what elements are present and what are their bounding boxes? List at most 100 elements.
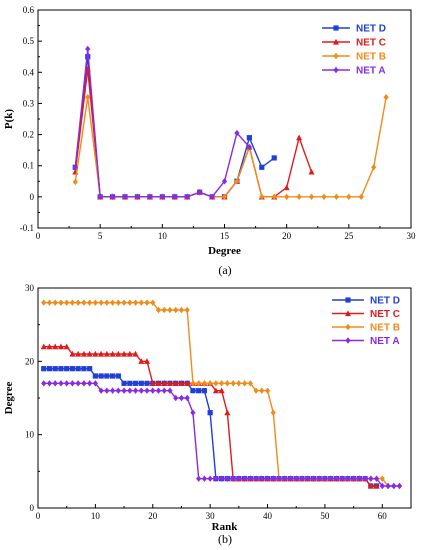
data-point xyxy=(57,343,64,350)
data-point xyxy=(241,475,248,482)
data-point xyxy=(87,380,93,387)
data-point xyxy=(81,366,87,372)
data-point xyxy=(259,193,265,201)
data-point xyxy=(134,193,141,201)
data-point xyxy=(321,193,327,201)
data-point xyxy=(201,388,208,394)
data-point xyxy=(219,380,225,387)
data-point xyxy=(385,482,391,490)
data-point xyxy=(155,306,162,314)
data-point xyxy=(58,299,64,306)
data-point xyxy=(81,380,87,387)
data-point xyxy=(296,134,303,141)
x-tick-label: 20 xyxy=(282,231,292,241)
data-point xyxy=(333,193,339,201)
data-point xyxy=(259,164,265,170)
legend-label: NET A xyxy=(356,66,386,77)
data-point xyxy=(167,306,173,314)
series-net-a xyxy=(41,380,403,490)
data-point xyxy=(190,409,196,416)
y-axis-title: Degree xyxy=(3,381,15,414)
data-point xyxy=(87,299,93,306)
data-point xyxy=(184,380,191,386)
data-point xyxy=(371,164,377,171)
data-point xyxy=(264,475,271,482)
data-point xyxy=(173,306,179,314)
series-net-a xyxy=(72,45,252,201)
data-point xyxy=(236,380,242,387)
data-point xyxy=(126,350,133,357)
data-point xyxy=(201,475,208,482)
data-point xyxy=(52,343,59,350)
data-point xyxy=(104,387,110,394)
x-tick-label: 60 xyxy=(378,511,388,521)
data-point xyxy=(299,475,305,482)
data-point xyxy=(98,299,104,306)
data-point xyxy=(98,387,104,394)
data-point xyxy=(241,380,248,387)
data-point xyxy=(308,193,315,201)
data-point xyxy=(207,410,213,416)
data-point xyxy=(230,475,236,482)
data-point xyxy=(207,475,213,482)
panel-a-caption: (a) xyxy=(218,263,231,277)
data-point xyxy=(127,387,133,394)
data-point xyxy=(115,350,122,357)
data-point xyxy=(184,394,190,402)
data-point xyxy=(72,178,78,186)
legend-swatch-marker xyxy=(333,25,339,31)
series-line xyxy=(43,382,400,487)
x-tick-label: 15 xyxy=(220,231,230,241)
data-point xyxy=(396,482,403,490)
data-point xyxy=(270,409,276,416)
data-point xyxy=(178,306,185,314)
data-point xyxy=(247,475,253,482)
data-point xyxy=(173,394,179,402)
y-axis-title: P(k) xyxy=(3,109,15,130)
data-point xyxy=(85,45,91,53)
data-point xyxy=(308,168,315,175)
y-tick-label: 0 xyxy=(30,192,35,202)
data-point xyxy=(197,188,203,196)
data-point xyxy=(212,387,219,394)
data-point xyxy=(333,475,339,482)
data-point xyxy=(213,380,219,387)
data-point xyxy=(264,387,271,394)
data-point xyxy=(92,380,98,387)
series-net-d xyxy=(72,54,277,200)
data-point xyxy=(144,387,150,394)
data-point xyxy=(155,387,162,394)
legend-swatch-marker xyxy=(333,38,339,45)
data-point xyxy=(322,475,328,482)
data-point xyxy=(296,193,302,201)
data-point xyxy=(196,388,202,394)
data-point xyxy=(339,475,345,482)
data-point xyxy=(122,193,128,201)
data-point xyxy=(234,129,240,137)
data-point xyxy=(144,380,150,386)
y-tick-label: 0.1 xyxy=(23,161,34,171)
data-point xyxy=(69,350,76,357)
y-tick-label: 0.4 xyxy=(23,67,35,77)
data-point xyxy=(224,409,231,416)
data-point xyxy=(46,343,53,350)
data-point xyxy=(328,475,334,482)
data-point xyxy=(64,299,70,306)
data-point xyxy=(391,482,397,490)
data-point xyxy=(345,475,351,482)
x-tick-label: 5 xyxy=(98,231,103,241)
data-point xyxy=(46,366,53,372)
data-point xyxy=(218,387,225,394)
data-point xyxy=(221,178,228,185)
data-point xyxy=(276,475,282,482)
legend-swatch-marker xyxy=(333,52,339,60)
x-tick-label: 50 xyxy=(320,511,330,521)
data-point xyxy=(92,299,98,306)
legend-label: NET D xyxy=(370,296,400,307)
data-point xyxy=(58,366,64,372)
data-point xyxy=(236,475,242,482)
x-tick-label: 0 xyxy=(36,511,41,521)
data-point xyxy=(184,306,190,314)
data-point xyxy=(346,193,352,201)
